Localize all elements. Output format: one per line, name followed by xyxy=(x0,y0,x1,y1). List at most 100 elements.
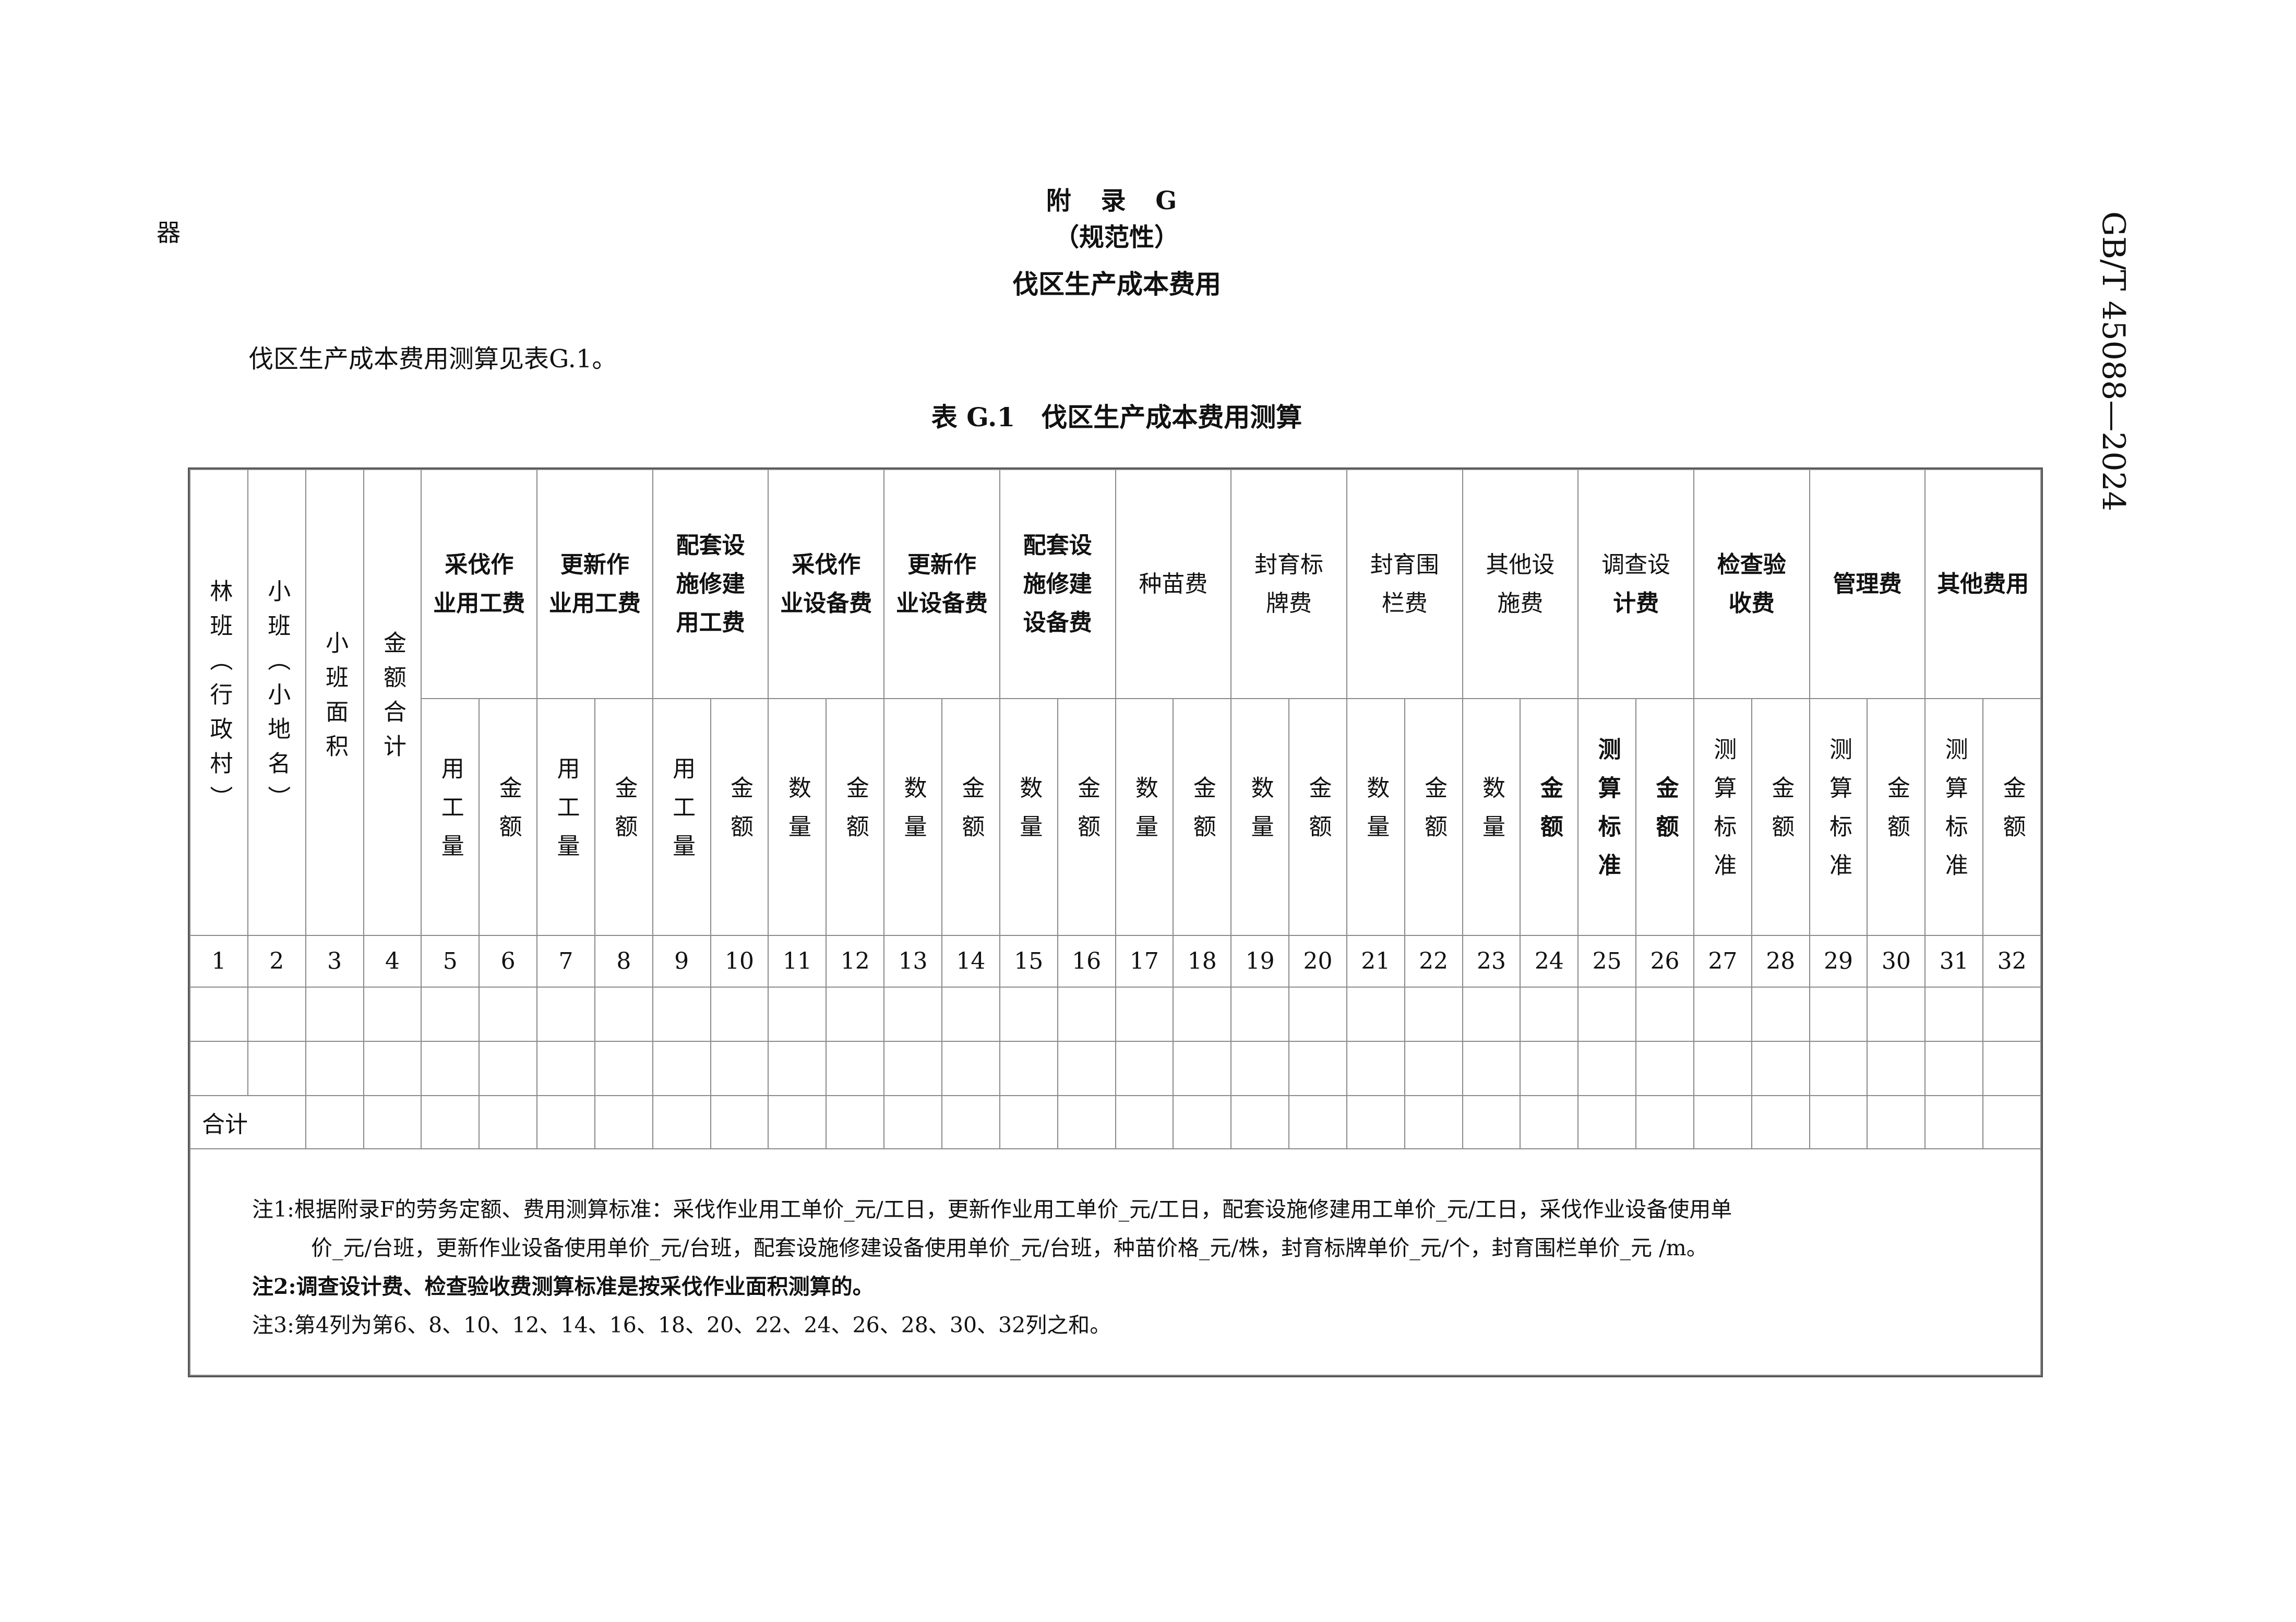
blank-cell xyxy=(363,987,422,1042)
group-header: 管理费 xyxy=(1809,469,1926,699)
blank-cell xyxy=(1115,1041,1174,1096)
blank-cell xyxy=(1404,987,1463,1042)
sub-header-text: 数量 xyxy=(1478,775,1505,853)
blank-row xyxy=(189,1041,2041,1096)
group-header: 封育标 牌费 xyxy=(1230,469,1347,699)
group-header: 采伐作 业用工费 xyxy=(421,469,538,699)
group-header-line: 业设备费 xyxy=(780,590,872,617)
group-header-line: 封育围 xyxy=(1370,551,1439,578)
corner-character: 器 xyxy=(157,219,181,247)
sub-header-text: 测算标准 xyxy=(1594,737,1621,892)
group-header-line: 业设备费 xyxy=(895,590,988,617)
column-number: 21 xyxy=(1346,935,1405,988)
blank-cell xyxy=(594,1041,653,1096)
column-number-text: 2 xyxy=(269,948,284,975)
group-header-line: 封育标 xyxy=(1254,551,1324,578)
blank-cell xyxy=(768,987,827,1042)
total-cell xyxy=(941,1095,1000,1149)
column-number: 20 xyxy=(1288,935,1347,988)
blank-cell xyxy=(1462,987,1521,1042)
sub-header-text: 金额 xyxy=(958,775,985,853)
column-number: 31 xyxy=(1924,935,1984,988)
column-number: 3 xyxy=(305,935,364,988)
group-header-line: 施修建 xyxy=(1023,570,1092,597)
column-number: 13 xyxy=(883,935,942,988)
header-row-groups: 林班（行政村） 小班（小地名） 小班面积 金额合计 采伐作 业用工费 更新作 业用工费 配套设施… xyxy=(189,469,2041,936)
blank-cell xyxy=(1057,1041,1116,1096)
blank-cell xyxy=(1346,1041,1405,1096)
total-cell xyxy=(883,1095,942,1149)
total-cell xyxy=(1693,1095,1752,1149)
group-header-line: 管理费 xyxy=(1833,570,1902,597)
column-number-text: 16 xyxy=(1072,948,1102,975)
sub-header-text: 金额 xyxy=(1305,775,1332,853)
appendix-name: 伐区生产成本费用 xyxy=(1012,269,1221,299)
blank-cell xyxy=(1867,987,1926,1042)
fixed-header-2-text: 小班（小地名） xyxy=(264,579,291,820)
total-cell xyxy=(1982,1095,2041,1149)
group-header: 种苗费 xyxy=(1115,469,1232,699)
total-label-text: 合计 xyxy=(202,1111,248,1138)
sub-header-text: 用工量 xyxy=(553,756,580,872)
blank-row xyxy=(189,987,2041,1042)
appendix-title: 附 录 G xyxy=(1046,186,1188,215)
sub-header: 数量 xyxy=(883,698,942,936)
column-number-text: 20 xyxy=(1303,948,1333,975)
sub-header: 测算标准 xyxy=(1693,698,1752,936)
blank-cell xyxy=(1635,987,1694,1042)
sub-header-text: 金额 xyxy=(495,775,522,853)
blank-cell xyxy=(1404,1041,1463,1096)
group-header-line: 牌费 xyxy=(1266,590,1312,617)
column-number-text: 29 xyxy=(1824,948,1853,975)
sub-header: 金额 xyxy=(1288,698,1347,936)
blank-cell xyxy=(1230,987,1290,1042)
column-number-text: 32 xyxy=(1997,948,2027,975)
blank-cell xyxy=(941,1041,1000,1096)
blank-cell xyxy=(1751,1041,1810,1096)
group-header: 封育围 栏费 xyxy=(1346,469,1463,699)
blank-cell xyxy=(710,1041,769,1096)
blank-cell xyxy=(594,987,653,1042)
notes-row: 注1:根据附录F的劳务定额、费用测算标准：采伐作业用工单价_元/工日，更新作业用… xyxy=(189,1148,2041,1376)
group-header-line: 调查设 xyxy=(1601,551,1671,578)
sub-header-text: 用工量 xyxy=(668,756,696,872)
total-cell xyxy=(1346,1095,1405,1149)
blank-cell xyxy=(305,1041,364,1096)
appendix-subtitle: （规范性） xyxy=(1054,223,1179,252)
column-number-text: 11 xyxy=(782,948,812,975)
sub-header: 金额 xyxy=(594,698,653,936)
group-header-line: 用工费 xyxy=(676,609,745,636)
column-number-text: 14 xyxy=(956,948,986,975)
blank-cell xyxy=(1288,1041,1347,1096)
column-number-text: 12 xyxy=(840,948,870,975)
total-cell xyxy=(999,1095,1058,1149)
column-number-text: 5 xyxy=(443,948,458,975)
blank-cell xyxy=(999,987,1058,1042)
group-header-line: 施修建 xyxy=(676,570,745,597)
blank-cell xyxy=(1751,987,1810,1042)
blank-cell xyxy=(247,1041,306,1096)
group-header-line: 配套设 xyxy=(1023,532,1092,559)
blank-cell xyxy=(1635,1041,1694,1096)
sub-header: 数量 xyxy=(1115,698,1174,936)
blank-cell xyxy=(1867,1041,1926,1096)
blank-cell xyxy=(1924,1041,1984,1096)
column-number: 14 xyxy=(941,935,1000,988)
group-header-line: 更新作 xyxy=(560,551,629,578)
fixed-header-3-text: 小班面积 xyxy=(321,631,349,768)
total-cell xyxy=(826,1095,885,1149)
column-number: 29 xyxy=(1809,935,1868,988)
sub-header-text: 金额 xyxy=(611,775,638,853)
blank-cell xyxy=(1115,987,1174,1042)
blank-cell xyxy=(479,987,538,1042)
total-cell xyxy=(479,1095,538,1149)
column-number: 15 xyxy=(999,935,1058,988)
group-header: 调查设 计费 xyxy=(1577,469,1694,699)
group-header-line: 施费 xyxy=(1497,590,1544,617)
column-number-text: 24 xyxy=(1534,948,1564,975)
blank-cell xyxy=(652,1041,711,1096)
sub-header-text: 金额 xyxy=(1073,775,1101,853)
total-cell xyxy=(536,1095,595,1149)
blank-cell xyxy=(826,1041,885,1096)
total-cell xyxy=(594,1095,653,1149)
